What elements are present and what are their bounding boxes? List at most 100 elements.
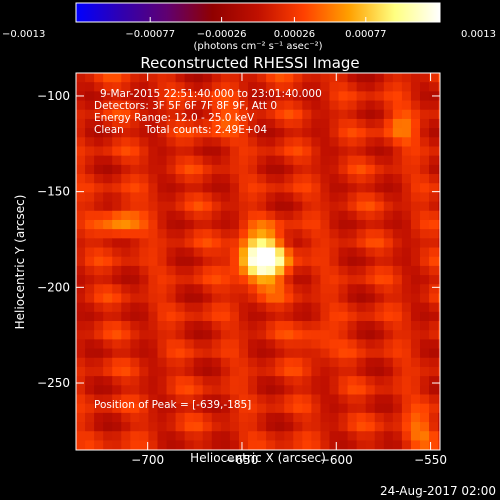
heatmap-cell [103,376,113,386]
heatmap-cell [374,118,385,129]
heatmap-cell [410,164,421,175]
heatmap-cell [392,449,403,450]
heatmap-cell [257,91,267,102]
heatmap-cell [220,109,231,120]
heatmap-cell [320,100,330,111]
heatmap-cell [148,247,158,258]
heatmap-cell [157,164,168,175]
heatmap-cell [157,192,168,203]
heatmap-cell [157,440,168,450]
heatmap-cell [85,357,95,368]
heatmap-cell [356,201,367,212]
heatmap-cell [166,431,177,441]
heatmap-cell [103,247,113,258]
heatmap-cell [94,376,104,386]
heatmap-cell [103,302,113,313]
heatmap-cell [302,219,312,230]
heatmap-cell [85,339,95,350]
heatmap-cell [130,247,140,258]
heatmap-cell [438,376,440,386]
heatmap-cell [76,440,86,450]
heatmap-cell [383,137,394,147]
heatmap-cell [284,275,294,285]
heatmap-cell [311,118,321,129]
heatmap-cell [211,422,222,432]
heatmap-cell [112,403,122,414]
heatmap-cell [202,229,213,239]
colorbar-tick-label: −0.0013 [2,29,45,40]
heatmap-cell [275,403,285,414]
heatmap-cell [112,330,122,340]
heatmap-cell [420,183,430,193]
heatmap-cell [383,348,394,359]
heatmap-cell [94,366,104,377]
heatmap-cell [365,348,376,359]
heatmap-cell [85,431,95,441]
heatmap-cell [438,339,440,350]
heatmap-cell [257,155,267,166]
heatmap-cell [392,321,403,331]
heatmap-cell [329,174,340,184]
heatmap-cell [130,164,140,175]
heatmap-cell [365,412,376,423]
heatmap-cell [166,238,177,249]
heatmap-cell [248,376,258,386]
heatmap-cell [275,118,285,129]
heatmap-cell [311,440,321,450]
heatmap-cell [130,146,140,157]
heatmap-cell [401,229,412,239]
heatmap-cell [85,201,95,212]
heatmap-cell [365,219,376,230]
heatmap-cell [266,265,276,276]
heatmap-cell [202,431,213,441]
heatmap-cell [302,302,312,313]
heatmap-cell [275,183,285,193]
heatmap-cell [257,229,267,239]
heatmap-cell [420,137,430,147]
heatmap-cell [410,412,421,423]
heatmap-cell [112,385,122,396]
heatmap-cell [356,339,367,350]
heatmap-cell [329,82,340,92]
heatmap-cell [220,82,231,92]
heatmap-cell [365,422,376,432]
heatmap-cell [94,412,104,423]
heatmap-cell [166,394,177,405]
heatmap-cell [293,238,303,249]
heatmap-cell [166,109,177,120]
heatmap-cell [257,311,267,322]
heatmap-cell [220,403,231,414]
heatmap-cell [266,128,276,138]
heatmap-cell [139,210,149,221]
heatmap-cell [338,82,349,92]
heatmap-cell [130,284,140,294]
heatmap-cell [257,238,267,249]
heatmap-cell [410,440,421,450]
heatmap-cell [193,376,204,386]
heatmap-cell [338,422,349,432]
heatmap-cell [229,357,240,368]
heatmap-cell [76,155,86,166]
heatmap-cell [103,357,113,368]
heatmap-cell [420,293,430,304]
heatmap-cell [193,91,204,102]
heatmap-cell [157,284,168,294]
heatmap-cell [76,385,86,396]
heatmap-cell [284,403,294,414]
heatmap-cell [329,201,340,212]
heatmap-cell [320,238,330,249]
heatmap-cell [374,109,385,120]
heatmap-cell [193,210,204,221]
heatmap-cell [347,219,358,230]
heatmap-cell [347,174,358,184]
heatmap-cell [148,357,158,368]
heatmap-cell [202,174,213,184]
heatmap-cell [302,311,312,322]
heatmap-cell [392,376,403,386]
heatmap-cell [275,256,285,267]
heatmap-cell [401,293,412,304]
heatmap-cell [130,183,140,193]
heatmap-cell [166,302,177,313]
heatmap-cell [220,422,231,432]
heatmap-cell [94,155,104,166]
